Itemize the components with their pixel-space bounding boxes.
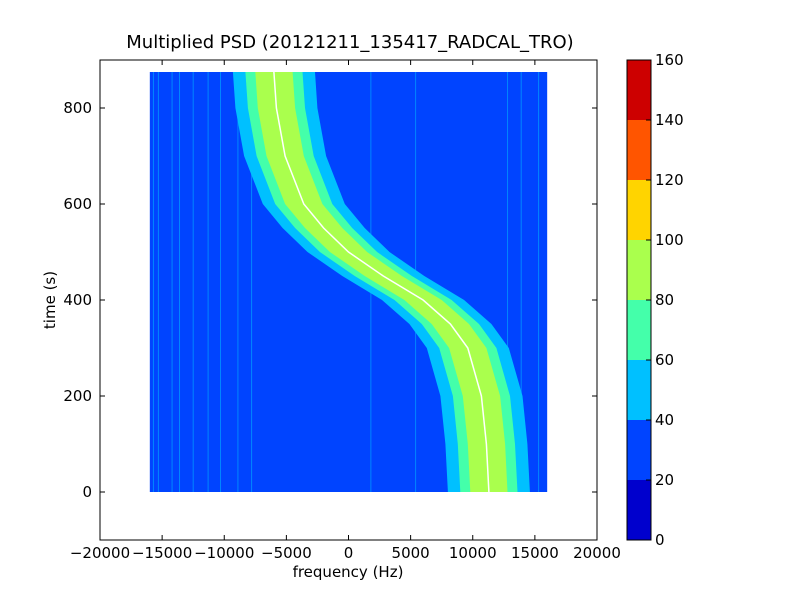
x-axis-label: frequency (Hz) — [293, 563, 404, 581]
psd-heatmap — [149, 72, 548, 492]
y-tick-label: 400 — [63, 291, 92, 309]
y-tick-label: 0 — [82, 483, 92, 501]
colorbar-tick-label: 140 — [655, 111, 684, 129]
y-tick-label: 800 — [63, 99, 92, 117]
chart-title: Multiplied PSD (20121211_135417_RADCAL_T… — [126, 32, 573, 53]
signal-band-80 — [255, 72, 508, 492]
colorbar-segment — [627, 240, 651, 300]
colorbar-tick-label: 100 — [655, 231, 684, 249]
colorbar-tick-label: 40 — [655, 411, 674, 429]
x-tick-label: −5000 — [261, 544, 312, 562]
colorbar-segment — [627, 480, 651, 540]
colorbar-segment — [627, 300, 651, 360]
x-tick-label: −10000 — [194, 544, 254, 562]
colorbar-segment — [627, 420, 651, 480]
signal-center-line — [273, 72, 490, 492]
x-tick-label: 10000 — [449, 544, 497, 562]
colorbar-segment — [627, 180, 651, 240]
x-tick-label: 0 — [344, 544, 354, 562]
y-axis: 0 200 400 600 800 — [63, 99, 597, 501]
x-tick-label: 20000 — [573, 544, 621, 562]
colorbar-tick-label: 120 — [655, 171, 684, 189]
colorbar-segment — [627, 360, 651, 420]
colorbar-tick-label: 0 — [655, 531, 665, 549]
y-tick-label: 200 — [63, 387, 92, 405]
colorbar-tick-label: 60 — [655, 351, 674, 369]
x-tick-label: 5000 — [392, 544, 430, 562]
colorbar-segment — [627, 120, 651, 180]
x-axis: −20000 −15000 −10000 −5000 0 5000 10000 15000 20… — [70, 60, 621, 562]
y-axis-label: time (s) — [41, 271, 59, 329]
y-tick-label: 600 — [63, 195, 92, 213]
colorbar-tick-label: 80 — [655, 291, 674, 309]
colorbar-tick-label: 20 — [655, 471, 674, 489]
colorbar: 0 20 40 60 80 100 120 140 160 — [626, 51, 684, 549]
colorbar-segment — [627, 60, 651, 120]
x-tick-label: −15000 — [132, 544, 192, 562]
colorbar-tick-label: 160 — [655, 51, 684, 69]
x-tick-label: −20000 — [70, 544, 130, 562]
x-tick-label: 15000 — [511, 544, 559, 562]
